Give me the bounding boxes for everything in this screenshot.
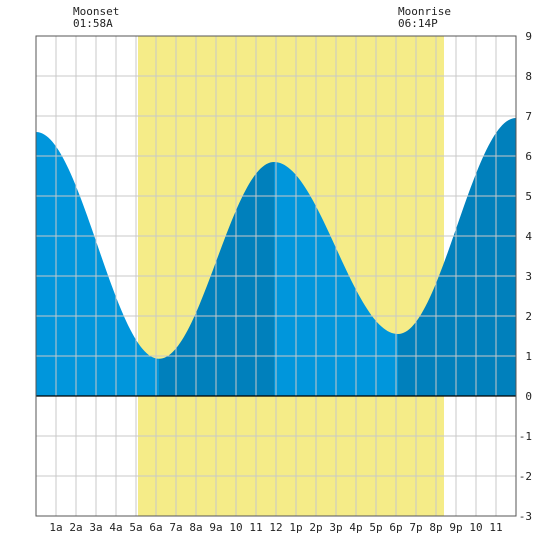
y-tick-label: 3 [525, 270, 532, 283]
x-tick-label: 8p [429, 521, 442, 534]
x-tick-label: 3a [89, 521, 102, 534]
x-tick-label: 4p [349, 521, 362, 534]
y-tick-label: 6 [525, 150, 532, 163]
y-tick-label: 9 [525, 30, 532, 43]
y-tick-label: -3 [519, 510, 532, 523]
x-tick-label: 10 [469, 521, 482, 534]
x-tick-label: 9p [449, 521, 462, 534]
plot-frame [35, 35, 517, 517]
x-tick-label: 6a [149, 521, 162, 534]
y-tick-label: 2 [525, 310, 532, 323]
x-tick-label: 11 [489, 521, 502, 534]
moonset-title: Moonset [73, 5, 120, 18]
x-tick-label: 2a [69, 521, 82, 534]
x-tick-label: 4a [109, 521, 122, 534]
y-tick-label: 8 [525, 70, 532, 83]
x-tick-label: 11 [249, 521, 262, 534]
moonrise-time: 06:14P [398, 17, 438, 30]
x-tick-label: 1p [289, 521, 302, 534]
x-tick-label: 3p [329, 521, 342, 534]
tide-area-segment-4 [398, 118, 516, 396]
x-tick-label: 7a [169, 521, 182, 534]
x-tick-label: 5p [369, 521, 382, 534]
y-tick-label: -2 [519, 470, 532, 483]
y-tick-label: 1 [525, 350, 532, 363]
x-tick-label: 2p [309, 521, 322, 534]
x-tick-label: 6p [389, 521, 402, 534]
y-tick-label: 7 [525, 110, 532, 123]
y-tick-label: -1 [519, 430, 532, 443]
x-tick-label: 9a [209, 521, 222, 534]
tide-area-segment-1 [36, 132, 159, 396]
x-tick-label: 8a [189, 521, 202, 534]
x-tick-label: 5a [129, 521, 142, 534]
y-tick-label: 0 [525, 390, 532, 403]
moonrise-title: Moonrise [398, 5, 451, 18]
x-tick-label: 10 [229, 521, 242, 534]
moonset-label: Moonset 01:58A [73, 6, 119, 30]
y-tick-label: 4 [525, 230, 532, 243]
moonset-time: 01:58A [73, 17, 113, 30]
moonrise-label: Moonrise 06:14P [398, 6, 451, 30]
x-tick-label: 12 [269, 521, 282, 534]
y-tick-label: 5 [525, 190, 532, 203]
x-tick-label: 7p [409, 521, 422, 534]
x-tick-label: 1a [49, 521, 62, 534]
